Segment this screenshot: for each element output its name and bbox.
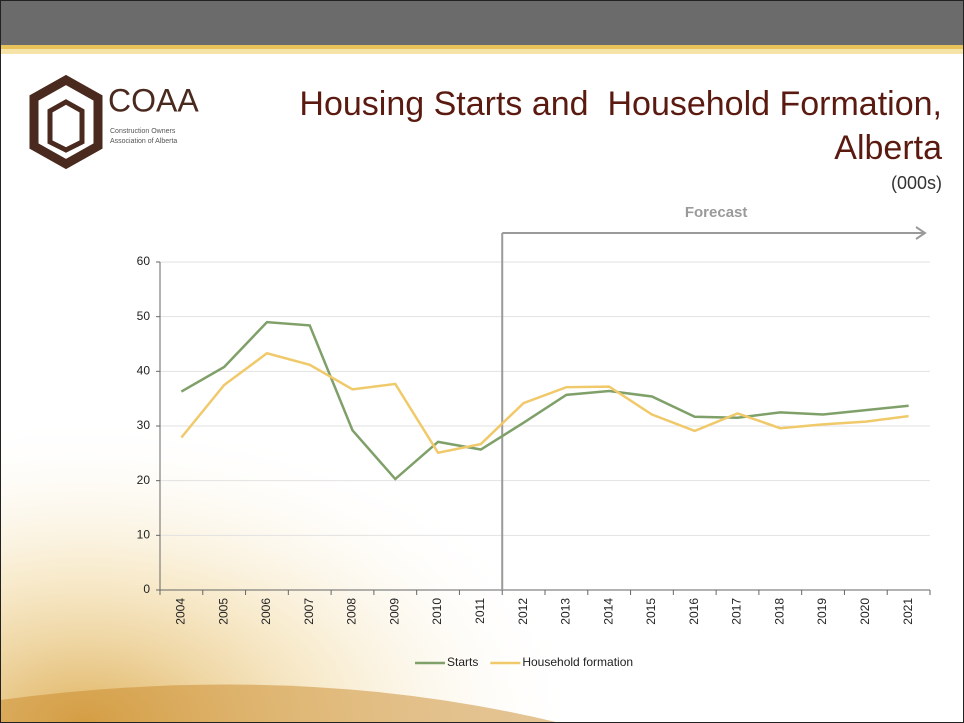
x-tick-label: 2012 — [516, 598, 530, 625]
logo-hexagon — [29, 74, 103, 170]
x-tick-label: 2008 — [345, 598, 359, 625]
legend-label: Starts — [447, 655, 478, 669]
x-tick-label: 2007 — [302, 598, 316, 625]
y-tick-label: 50 — [137, 309, 151, 323]
y-tick-label: 40 — [137, 364, 151, 378]
x-tick-label: 2009 — [387, 598, 401, 625]
logo-hexagon-inner — [47, 99, 85, 153]
background-ground — [0, 684, 560, 723]
logo-name: COAA — [108, 82, 199, 118]
legend-label: Household formation — [522, 655, 633, 669]
series-line — [180, 351, 909, 455]
y-tick-label: 10 — [137, 528, 151, 542]
x-tick-label: 2020 — [858, 598, 872, 625]
x-tick-label: 2016 — [687, 598, 701, 625]
logo-tagline: Construction Owners — [110, 128, 176, 135]
top-stripe-light — [0, 49, 964, 54]
y-tick-label: 60 — [137, 254, 151, 268]
slide-subtitle: (000s) — [890, 173, 942, 193]
top-stripe — [0, 45, 964, 49]
x-tick-label: 2018 — [772, 598, 786, 625]
forecast-arrowhead — [915, 226, 927, 240]
top-band — [0, 0, 964, 45]
y-tick-label: 20 — [137, 473, 151, 487]
x-tick-label: 2021 — [901, 598, 915, 625]
y-tick-label: 0 — [143, 582, 150, 596]
x-tick-label: 2013 — [559, 598, 573, 625]
slide-title: Housing Starts and Household Formation, … — [299, 85, 950, 167]
x-tick-label: 2006 — [259, 598, 273, 625]
x-tick-label: 2017 — [730, 598, 744, 625]
x-tick-label: 2019 — [815, 598, 829, 625]
x-tick-label: 2010 — [430, 598, 444, 625]
x-tick-label: 2011 — [473, 598, 487, 624]
forecast-label: Forecast — [685, 204, 748, 221]
y-tick-label: 30 — [137, 418, 151, 432]
logo-tagline: Association of Alberta — [110, 138, 177, 145]
x-tick-label: 2014 — [601, 598, 615, 625]
background-glow — [0, 380, 560, 723]
x-tick-label: 2005 — [216, 598, 230, 625]
x-tick-label: 2015 — [644, 598, 658, 625]
x-tick-label: 2004 — [174, 598, 188, 625]
series-line — [180, 320, 909, 481]
